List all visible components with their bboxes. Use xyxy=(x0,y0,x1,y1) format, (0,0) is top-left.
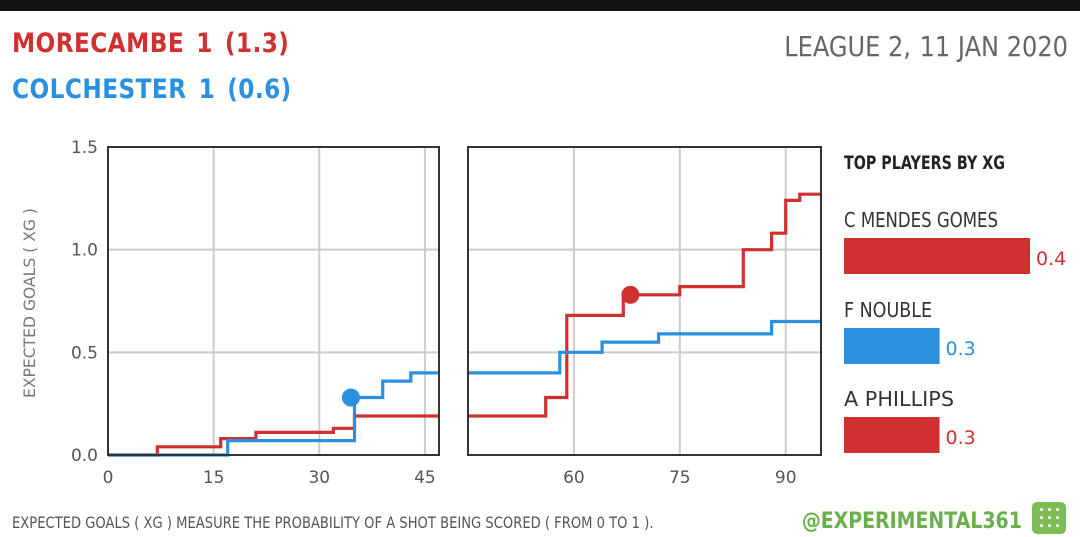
x-tick-label: 0 xyxy=(103,468,114,488)
player-xg-value: 0.4 xyxy=(1036,248,1066,270)
competition-label: LEAGUE 2, xyxy=(784,30,911,63)
home-team-name: MORECAMBE xyxy=(12,28,185,59)
player-xg-bar xyxy=(844,328,940,364)
pitch-logo-icon xyxy=(1032,502,1066,534)
pitch-dot xyxy=(1056,508,1059,511)
xg-footnote: EXPECTED GOALS ( XG ) MEASURE THE PROBAB… xyxy=(12,513,654,532)
axis-ticks: 0 15 30 45 60 75 90 0.0 0.5 1.0 1.5 xyxy=(71,138,797,488)
top-bar xyxy=(0,0,1080,11)
home-team-goals: 1 xyxy=(196,28,213,59)
player-xg-value: 0.3 xyxy=(946,427,976,449)
pitch-dot xyxy=(1048,524,1051,527)
pitch-dot xyxy=(1048,508,1051,511)
player-xg-bar xyxy=(844,238,1030,274)
pitch-dot xyxy=(1040,516,1043,519)
top-players-panel: TOP PLAYERS BY XG C MENDES GOMES 0.4 F NOU… xyxy=(844,152,1066,453)
goal-markers xyxy=(341,285,640,407)
pitch-dot xyxy=(1040,524,1043,527)
chart-grid xyxy=(107,146,821,456)
y-tick-label: 1.5 xyxy=(71,138,98,158)
pitch-dot xyxy=(1048,516,1051,519)
player-name: C MENDES GOMES xyxy=(844,208,998,232)
panel-frames xyxy=(107,146,822,456)
away-team-header: COLCHESTER 1 (0.6) xyxy=(12,74,304,105)
away-team-xg: (0.6) xyxy=(227,74,292,105)
goal-marker-morecambe xyxy=(621,285,640,304)
top-players-title: TOP PLAYERS BY XG xyxy=(844,152,1005,174)
xg-line-morecambe-first-half xyxy=(108,414,439,457)
x-tick-label: 90 xyxy=(775,468,797,488)
player-xg-bar xyxy=(844,417,940,453)
xg-line-colchester-first-half xyxy=(108,371,439,457)
home-team-xg: (1.3) xyxy=(224,28,290,59)
y-tick-label: 0.5 xyxy=(71,343,98,363)
y-tick-label: 1.0 xyxy=(71,241,98,261)
x-tick-label: 15 xyxy=(203,468,225,488)
y-tick-label: 0.0 xyxy=(71,446,98,466)
player-name: A PHILLIPS xyxy=(844,387,954,411)
away-team-name: COLCHESTER xyxy=(12,74,187,105)
away-team-goals: 1 xyxy=(198,74,216,105)
pitch-dot xyxy=(1056,516,1059,519)
player-name: F NOUBLE xyxy=(844,298,932,322)
goal-marker-colchester xyxy=(341,388,360,407)
match-info: LEAGUE 2, 11 JAN 2020 xyxy=(776,30,1068,63)
x-tick-label: 45 xyxy=(414,468,436,488)
match-date: 11 JAN 2020 xyxy=(919,30,1068,63)
xg-step-lines xyxy=(108,192,821,457)
pitch-dot xyxy=(1040,508,1043,511)
x-tick-label: 30 xyxy=(308,468,330,488)
home-team-header: MORECAMBE 1 (1.3) xyxy=(12,28,301,59)
y-axis-label: EXPECTED GOALS ( XG ) xyxy=(20,208,39,398)
x-tick-label: 60 xyxy=(563,468,585,488)
twitter-handle[interactable]: @EXPERIMENTAL361 xyxy=(801,509,1022,534)
xg-line-colchester-second-half xyxy=(468,319,821,375)
x-tick-label: 75 xyxy=(669,468,691,488)
player-xg-value: 0.3 xyxy=(946,338,976,360)
panel-frame xyxy=(467,146,822,456)
panel-frame xyxy=(107,146,440,456)
pitch-dot xyxy=(1056,524,1059,527)
xg-line-morecambe-second-half xyxy=(468,192,821,418)
